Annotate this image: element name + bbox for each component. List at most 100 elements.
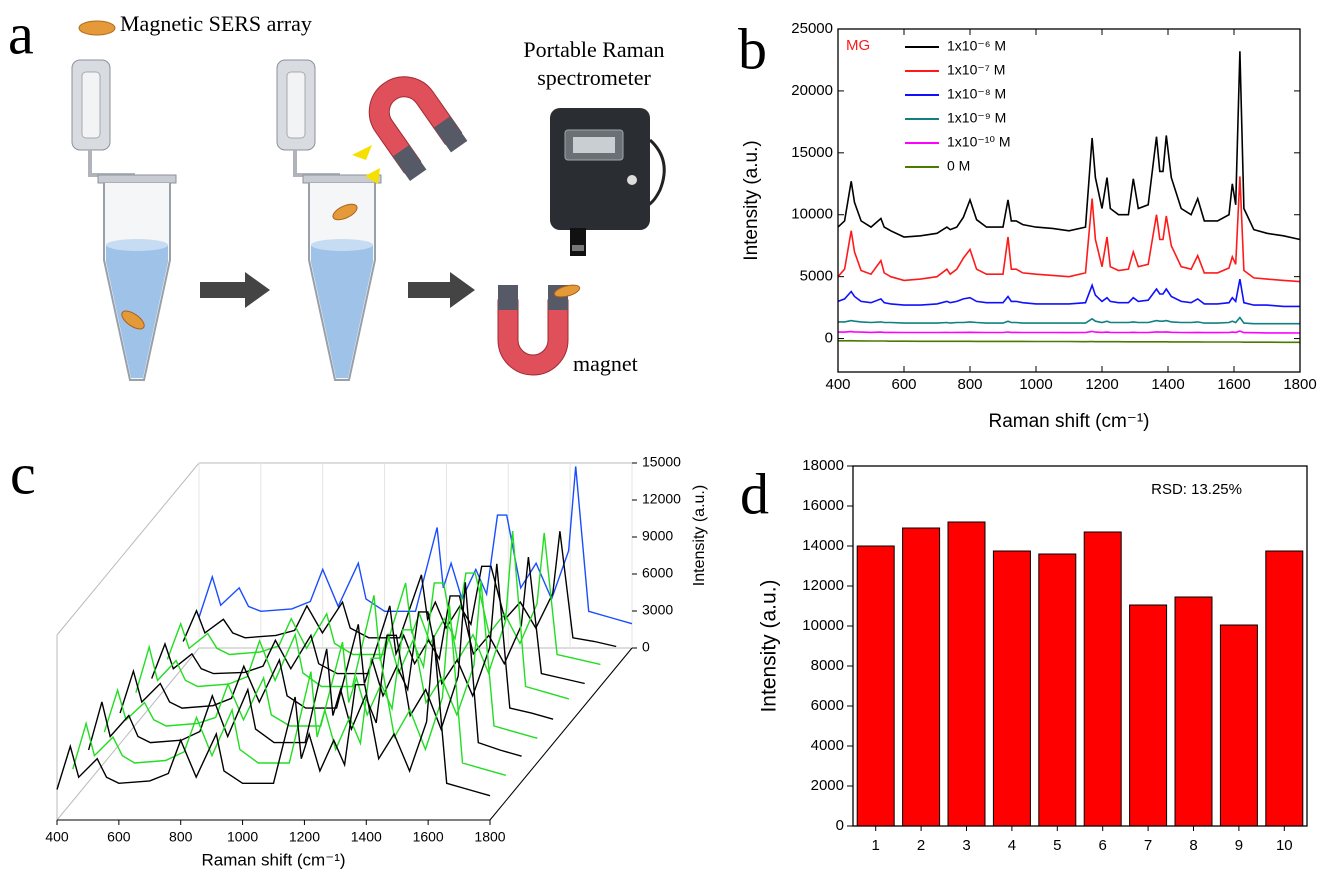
- spectrum-line: [837, 176, 1301, 283]
- magnet-label: magnet: [573, 351, 638, 376]
- y-axis-label: Intensity (a.u.): [741, 140, 762, 260]
- x-tick-label: 400: [45, 829, 69, 845]
- bar: [947, 521, 986, 827]
- z-tick-label: 9000: [642, 528, 673, 544]
- x-tick-label: 10: [1276, 837, 1293, 854]
- y-axis-label: Intensity (a.u.): [758, 579, 781, 712]
- y-tick-label: 18000: [802, 457, 844, 474]
- spectrum-line: [166, 532, 601, 666]
- spectrometer-label: spectrometer: [537, 65, 651, 90]
- x-tick-label: 1600: [1217, 376, 1250, 393]
- magnet: [368, 76, 468, 182]
- spectrum-line: [838, 316, 1300, 325]
- bar: [1083, 531, 1122, 827]
- y-tick-label: 0: [825, 330, 833, 347]
- x-tick-label: 1800: [474, 829, 505, 845]
- y-tick-label: 12000: [802, 577, 844, 594]
- y-tick-label: 10000: [791, 206, 833, 223]
- spectrum-line: [72, 605, 506, 776]
- field-lines: [352, 145, 380, 184]
- plot-frame: [837, 28, 1301, 373]
- bar: [1038, 553, 1077, 827]
- sers-disc: [78, 20, 116, 36]
- bar: [992, 550, 1031, 827]
- frame-edges: [56, 462, 633, 821]
- x-axis-label: Raman shift (cm⁻¹): [201, 850, 345, 869]
- z-tick-label: 3000: [642, 602, 673, 618]
- x-tick-label: 7: [1144, 837, 1152, 854]
- y-tick-label: 25000: [791, 20, 833, 37]
- spectrum-line: [151, 557, 585, 685]
- legend-label: 1x10⁻⁹ M: [947, 110, 1006, 126]
- legend-label: 1x10⁻⁷ M: [947, 62, 1005, 78]
- z-tick-label: 15000: [642, 454, 681, 470]
- legend-label: 1x10⁻⁶ M: [947, 38, 1006, 54]
- bar: [1129, 604, 1168, 827]
- x-tick-label: 600: [891, 376, 916, 393]
- x-tick-label: 1800: [1283, 376, 1316, 393]
- z-tick-label: 6000: [642, 565, 673, 581]
- y-tick-label: 8000: [811, 657, 844, 674]
- x-tick-label: 1400: [351, 829, 382, 845]
- x-tick-label: 1200: [289, 829, 320, 845]
- z-tick-label: 0: [642, 639, 650, 655]
- arrow: [200, 272, 270, 308]
- x-tick-label: 5: [1053, 837, 1061, 854]
- y-tick-label: 2000: [811, 777, 844, 794]
- spectrum-line: [87, 582, 522, 757]
- y-tick-label: 16000: [802, 497, 844, 514]
- spectrum-line: [838, 330, 1301, 334]
- depth-axis: [489, 647, 633, 821]
- annotation: RSD: 13.25%: [1151, 481, 1242, 498]
- spectrum-line: [182, 531, 617, 648]
- x-tick-label: 3: [962, 837, 970, 854]
- spectrometer: [550, 108, 666, 256]
- spectrum-line: [119, 563, 554, 720]
- x-tick-label: 9: [1235, 837, 1243, 854]
- array-label: Magnetic SERS array: [120, 11, 312, 36]
- z-tick-label: 12000: [642, 491, 681, 507]
- panel-label: c: [10, 441, 36, 506]
- x-tick-label: 1600: [413, 829, 444, 845]
- x-tick-label: 1400: [1151, 376, 1184, 393]
- spectrometer-label: Portable Raman: [523, 37, 664, 62]
- y-tick-label: 0: [836, 817, 844, 834]
- x-tick-label: 6: [1099, 837, 1107, 854]
- bar: [856, 545, 895, 827]
- y-tick-label: 14000: [802, 537, 844, 554]
- x-tick-label: 2: [917, 837, 925, 854]
- x-tick-label: 400: [825, 376, 850, 393]
- y-tick-label: 20000: [791, 82, 833, 99]
- arrow: [408, 272, 475, 308]
- y-tick-label: 6000: [811, 697, 844, 714]
- spectrum-line: [837, 278, 1300, 308]
- panel-label: b: [738, 16, 767, 81]
- magnet: [497, 284, 581, 376]
- spectrum-line: [103, 581, 538, 739]
- tube: [71, 59, 177, 381]
- x-tick-label: 1000: [1019, 376, 1052, 393]
- z-axis-label: Intensity (a.u.): [691, 485, 708, 586]
- spectrum-line: [135, 531, 570, 700]
- legend-label: 1x10⁻⁸ M: [947, 86, 1006, 102]
- bar: [1265, 550, 1304, 827]
- x-tick-label: 1: [872, 837, 880, 854]
- x-tick-label: 600: [107, 829, 131, 845]
- panel-label: d: [740, 461, 769, 526]
- y-tick-label: 5000: [800, 268, 833, 285]
- spectrum-line: [56, 635, 491, 797]
- legend-label: 1x10⁻¹⁰ M: [947, 134, 1011, 150]
- bar: [1219, 624, 1258, 827]
- spectrum-line: [838, 339, 1300, 344]
- x-tick-label: 1200: [1085, 376, 1118, 393]
- bar: [902, 527, 941, 827]
- spectrum-line: [837, 51, 1301, 241]
- x-tick-label: 8: [1189, 837, 1197, 854]
- legend-label: 0 M: [947, 158, 970, 174]
- x-tick-label: 1000: [227, 829, 258, 845]
- panel-label: a: [8, 1, 34, 66]
- schematic: Magnetic SERS array: [71, 11, 666, 381]
- x-tick-label: 800: [169, 829, 193, 845]
- plot-frame: [852, 465, 1308, 827]
- y-tick-label: 4000: [811, 737, 844, 754]
